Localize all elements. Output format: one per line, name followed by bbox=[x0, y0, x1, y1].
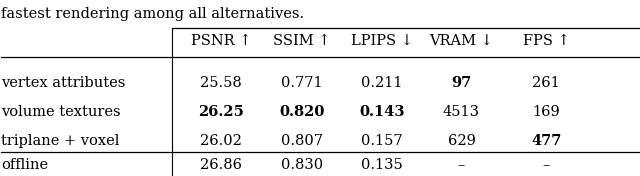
Text: 477: 477 bbox=[531, 134, 561, 148]
Text: 0.807: 0.807 bbox=[281, 134, 323, 148]
Text: triplane + voxel: triplane + voxel bbox=[1, 134, 120, 148]
Text: 4513: 4513 bbox=[443, 105, 480, 119]
Text: 0.211: 0.211 bbox=[361, 76, 403, 90]
Text: 0.157: 0.157 bbox=[361, 134, 403, 148]
Text: 261: 261 bbox=[532, 76, 560, 90]
Text: 25.58: 25.58 bbox=[200, 76, 242, 90]
Text: 0.820: 0.820 bbox=[280, 105, 325, 119]
Text: volume textures: volume textures bbox=[1, 105, 121, 119]
Text: 0.143: 0.143 bbox=[359, 105, 404, 119]
Text: 629: 629 bbox=[447, 134, 476, 148]
Text: vertex attributes: vertex attributes bbox=[1, 76, 126, 90]
Text: 26.86: 26.86 bbox=[200, 158, 242, 172]
Text: 169: 169 bbox=[532, 105, 560, 119]
Text: 0.771: 0.771 bbox=[282, 76, 323, 90]
Text: 0.830: 0.830 bbox=[281, 158, 323, 172]
Text: 26.25: 26.25 bbox=[198, 105, 244, 119]
Text: LPIPS ↓: LPIPS ↓ bbox=[351, 34, 413, 48]
Text: –: – bbox=[458, 158, 465, 172]
Text: 26.02: 26.02 bbox=[200, 134, 242, 148]
Text: SSIM ↑: SSIM ↑ bbox=[273, 34, 331, 48]
Text: FPS ↑: FPS ↑ bbox=[523, 34, 570, 48]
Text: 0.135: 0.135 bbox=[361, 158, 403, 172]
Text: 97: 97 bbox=[451, 76, 472, 90]
Text: –: – bbox=[543, 158, 550, 172]
Text: fastest rendering among all alternatives.: fastest rendering among all alternatives… bbox=[1, 7, 305, 21]
Text: offline: offline bbox=[1, 158, 49, 172]
Text: PSNR ↑: PSNR ↑ bbox=[191, 34, 252, 48]
Text: VRAM ↓: VRAM ↓ bbox=[429, 34, 493, 48]
